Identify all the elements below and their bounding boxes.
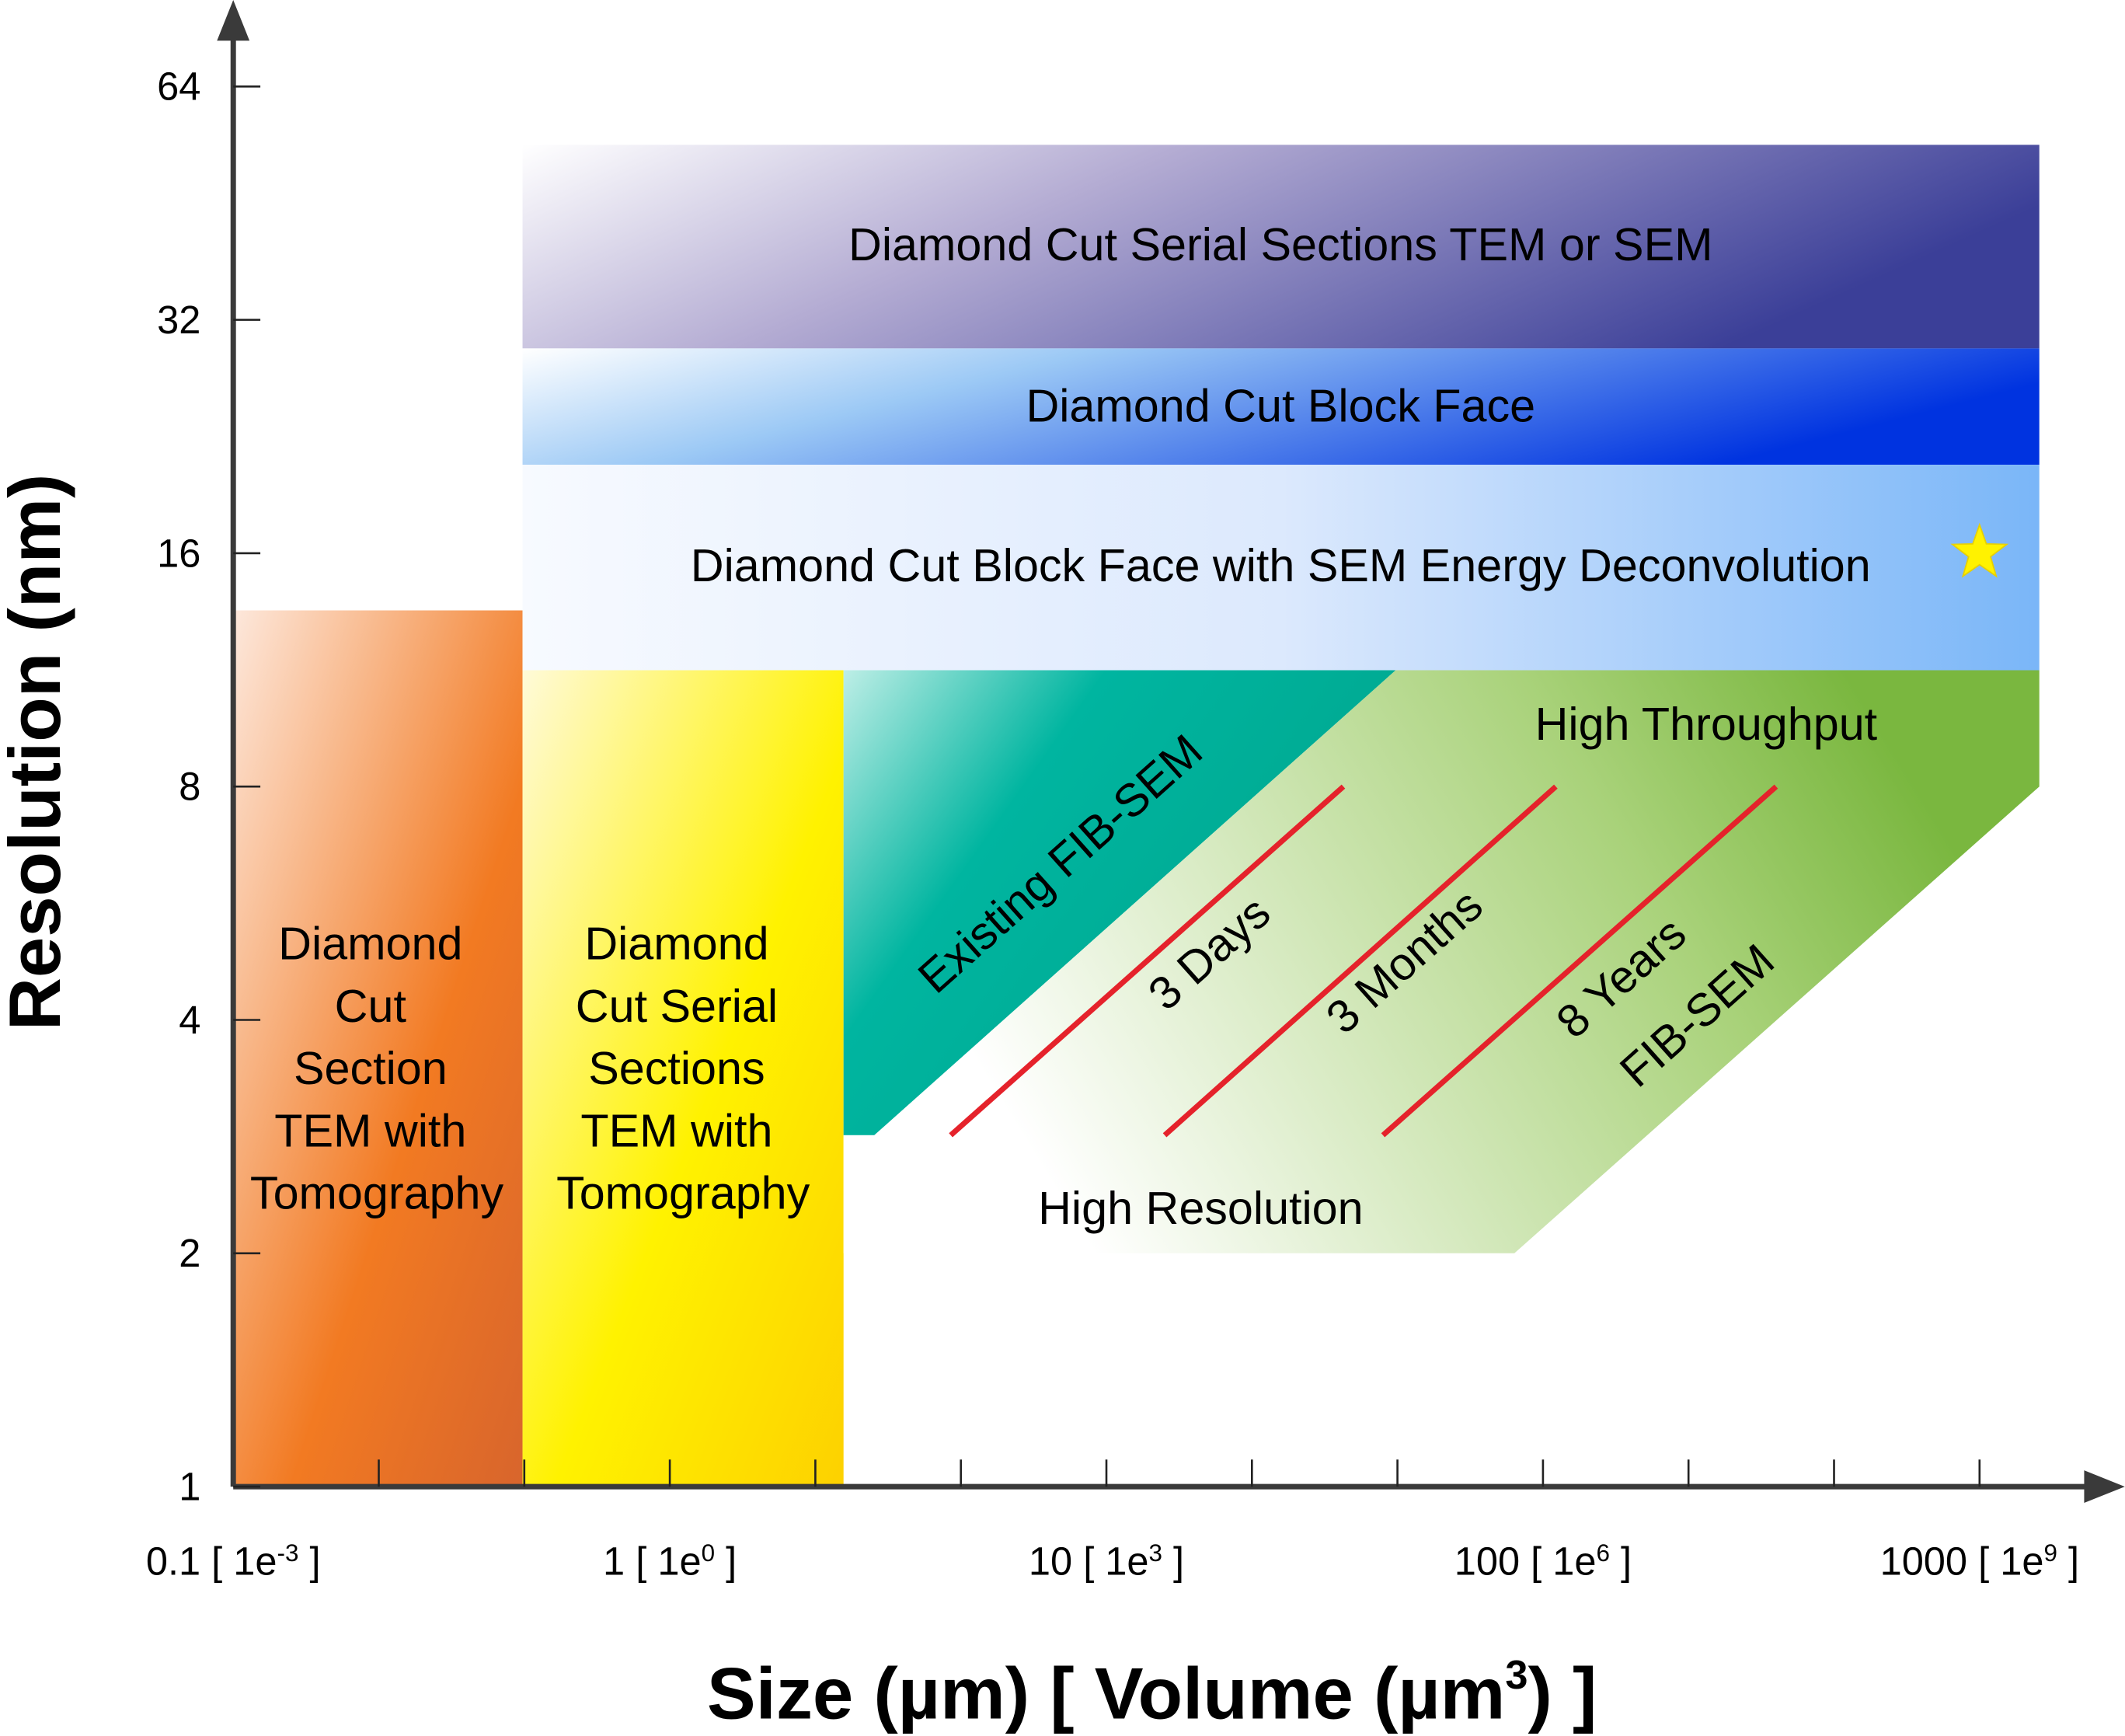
x-tick-labels: 0.1 [ 1e-3 ] 1 [ 1e0 ] 10 [ 1e3 ] 100 [ … bbox=[146, 1539, 2079, 1583]
label-block-face-energy-deconvolution: Diamond Cut Block Face with SEM Energy D… bbox=[691, 539, 1871, 591]
region-diamond-cut-section-tem bbox=[233, 610, 523, 1487]
y-axis-title: Resolution (nm) bbox=[0, 474, 75, 1031]
region-existing-fib-sem bbox=[843, 670, 1396, 1135]
y-tick-label: 32 bbox=[157, 298, 200, 342]
y-tick-labels: 1 2 4 8 16 32 64 bbox=[157, 64, 200, 1509]
label-high-throughput: High Throughput bbox=[1535, 698, 1878, 750]
label-high-resolution: High Resolution bbox=[1038, 1182, 1364, 1234]
x-tick-label: 1000 [ 1e9 ] bbox=[1880, 1539, 2079, 1583]
label-serial-sections-tem-sem: Diamond Cut Serial Sections TEM or SEM bbox=[848, 218, 1712, 270]
x-tick-label: 100 [ 1e6 ] bbox=[1454, 1539, 1632, 1583]
y-ticks bbox=[233, 85, 261, 1488]
region-diamond-cut-serial-sections-tomography bbox=[522, 670, 844, 1487]
y-tick-label: 16 bbox=[157, 531, 200, 575]
x-tick-label: 1 [ 1e0 ] bbox=[603, 1539, 737, 1583]
line-3-months bbox=[1162, 784, 1558, 1138]
y-axis-arrow-icon bbox=[217, 0, 250, 41]
y-tick-label: 64 bbox=[157, 64, 200, 109]
x-axis-title: Size (µm) [ Volume (µm3) ] bbox=[707, 1652, 1597, 1734]
label-block-face: Diamond Cut Block Face bbox=[1026, 379, 1535, 431]
region-block-face bbox=[522, 348, 2040, 465]
time-lines bbox=[949, 784, 1778, 1138]
x-minor-ticks bbox=[378, 1459, 1981, 1487]
y-tick-label: 8 bbox=[179, 765, 200, 809]
y-tick-label: 4 bbox=[179, 998, 200, 1042]
line-8-years bbox=[1381, 784, 1778, 1138]
star-icon bbox=[1950, 522, 2009, 578]
region-serial-sections-tem-sem bbox=[522, 145, 2040, 349]
y-tick-label: 2 bbox=[179, 1231, 200, 1275]
y-tick-label: 1 bbox=[179, 1465, 200, 1509]
x-axis-arrow-icon bbox=[2084, 1470, 2125, 1504]
x-tick-label: 10 [ 1e3 ] bbox=[1029, 1539, 1184, 1583]
axes bbox=[217, 0, 2125, 1504]
line-3-days bbox=[949, 784, 1346, 1138]
label-diamond-cut-serial-sections: Diamond Cut Serial Sections TEM with Tom… bbox=[556, 918, 810, 1219]
region-block-face-energy-deconvolution bbox=[522, 465, 2040, 671]
label-diamond-cut-section: Diamond Cut Section TEM with Tomography bbox=[250, 918, 504, 1219]
x-tick-label: 0.1 [ 1e-3 ] bbox=[146, 1539, 321, 1583]
